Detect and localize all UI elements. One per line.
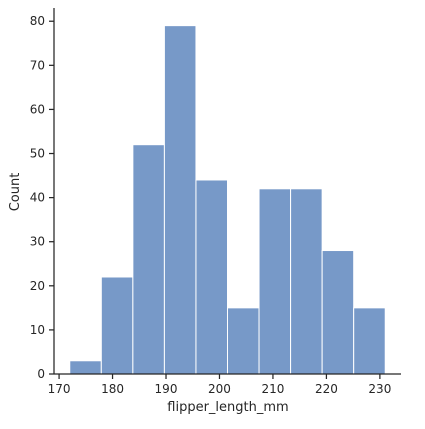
y-axis-title: Count [8,173,23,212]
x-tick-label: 210 [261,382,284,396]
histogram-bar-1 [100,276,134,375]
histogram-bar-5 [227,307,260,375]
y-tick-label: 60 [30,102,45,116]
y-tick-label: 20 [30,279,45,293]
y-tick-label: 30 [30,235,45,249]
x-tick-label: 200 [208,382,231,396]
x-tick-label: 220 [315,382,338,396]
histogram-bar-9 [353,307,386,375]
histogram-bar-0 [69,360,102,375]
bars-group [69,25,386,375]
histogram-bar-6 [258,188,292,375]
y-tick-label: 0 [37,367,45,381]
histogram-bar-8 [321,250,355,375]
y-tick-label: 50 [30,147,45,161]
x-tick-label: 180 [101,382,124,396]
histogram-bar-2 [132,144,165,375]
x-tick-label: 170 [48,382,71,396]
y-axis: 0 10 20 30 40 50 60 70 80 [30,8,55,381]
y-tick-label: 40 [30,191,45,205]
y-tick-label: 70 [30,58,45,72]
histogram-bar-7 [290,188,323,375]
y-tick-label: 10 [30,323,45,337]
x-axis-title: flipper_length_mm [167,400,288,415]
histogram-bar-4 [195,179,228,375]
y-tick-label: 80 [30,14,45,28]
x-axis: 170 180 190 200 210 220 230 [48,373,401,396]
x-tick-label: 230 [368,382,391,396]
x-tick-label: 190 [155,382,178,396]
histogram-bar-3 [163,25,197,375]
